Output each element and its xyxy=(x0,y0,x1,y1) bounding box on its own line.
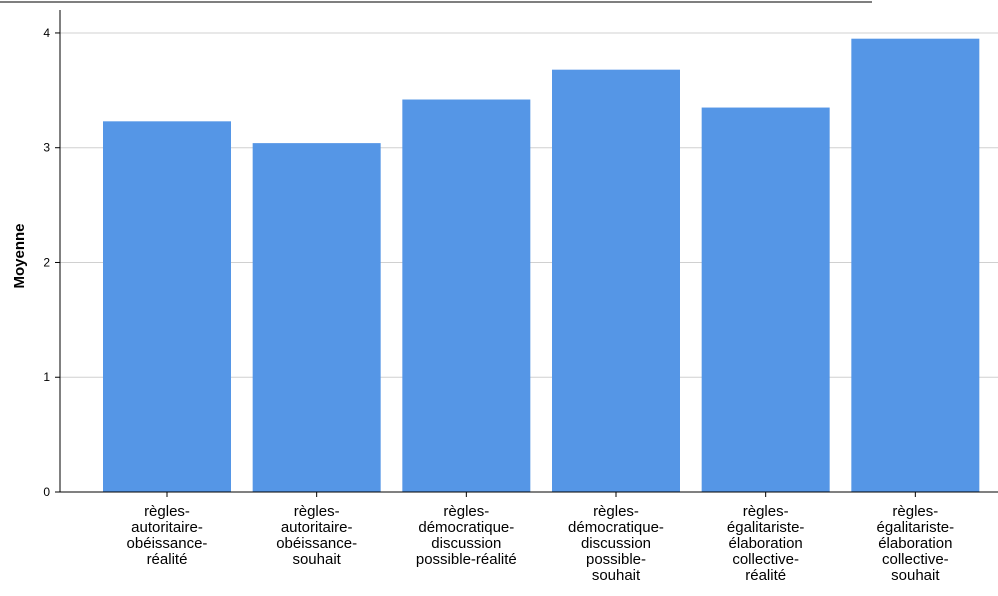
bar xyxy=(252,143,381,492)
y-tick-label: 4 xyxy=(43,26,50,40)
y-tick-label: 1 xyxy=(43,370,50,384)
bar xyxy=(103,121,231,493)
y-tick-labels: 0 1 2 3 4 xyxy=(43,26,50,499)
bars xyxy=(103,38,980,493)
x-tick-label: règles-égalitariste-élaboration collectiv… xyxy=(727,503,805,584)
bar xyxy=(701,107,830,493)
y-tick-label: 3 xyxy=(43,141,50,155)
y-tick-label: 2 xyxy=(43,255,50,269)
x-tick-label: règles-démocratique-discussion possible-s… xyxy=(568,503,664,584)
x-tick-label: règles-égalitariste-élaboration collectiv… xyxy=(877,503,955,584)
x-tick-label: règles-autoritaire-obéissance-réalité xyxy=(127,503,208,568)
x-tick-label: règles-démocratique-discussion possible-r… xyxy=(416,503,517,568)
y-axis-label: Moyenne xyxy=(11,223,28,288)
y-tick-label: 0 xyxy=(43,485,50,499)
axes xyxy=(59,10,998,497)
bar xyxy=(402,99,531,492)
x-tick-label: règles-autoritaire-obéissance-souhait xyxy=(276,503,357,568)
x-category-labels: règles-autoritaire-obéissance-réalité règ… xyxy=(127,503,955,584)
bar xyxy=(552,69,680,492)
bar xyxy=(851,38,980,492)
